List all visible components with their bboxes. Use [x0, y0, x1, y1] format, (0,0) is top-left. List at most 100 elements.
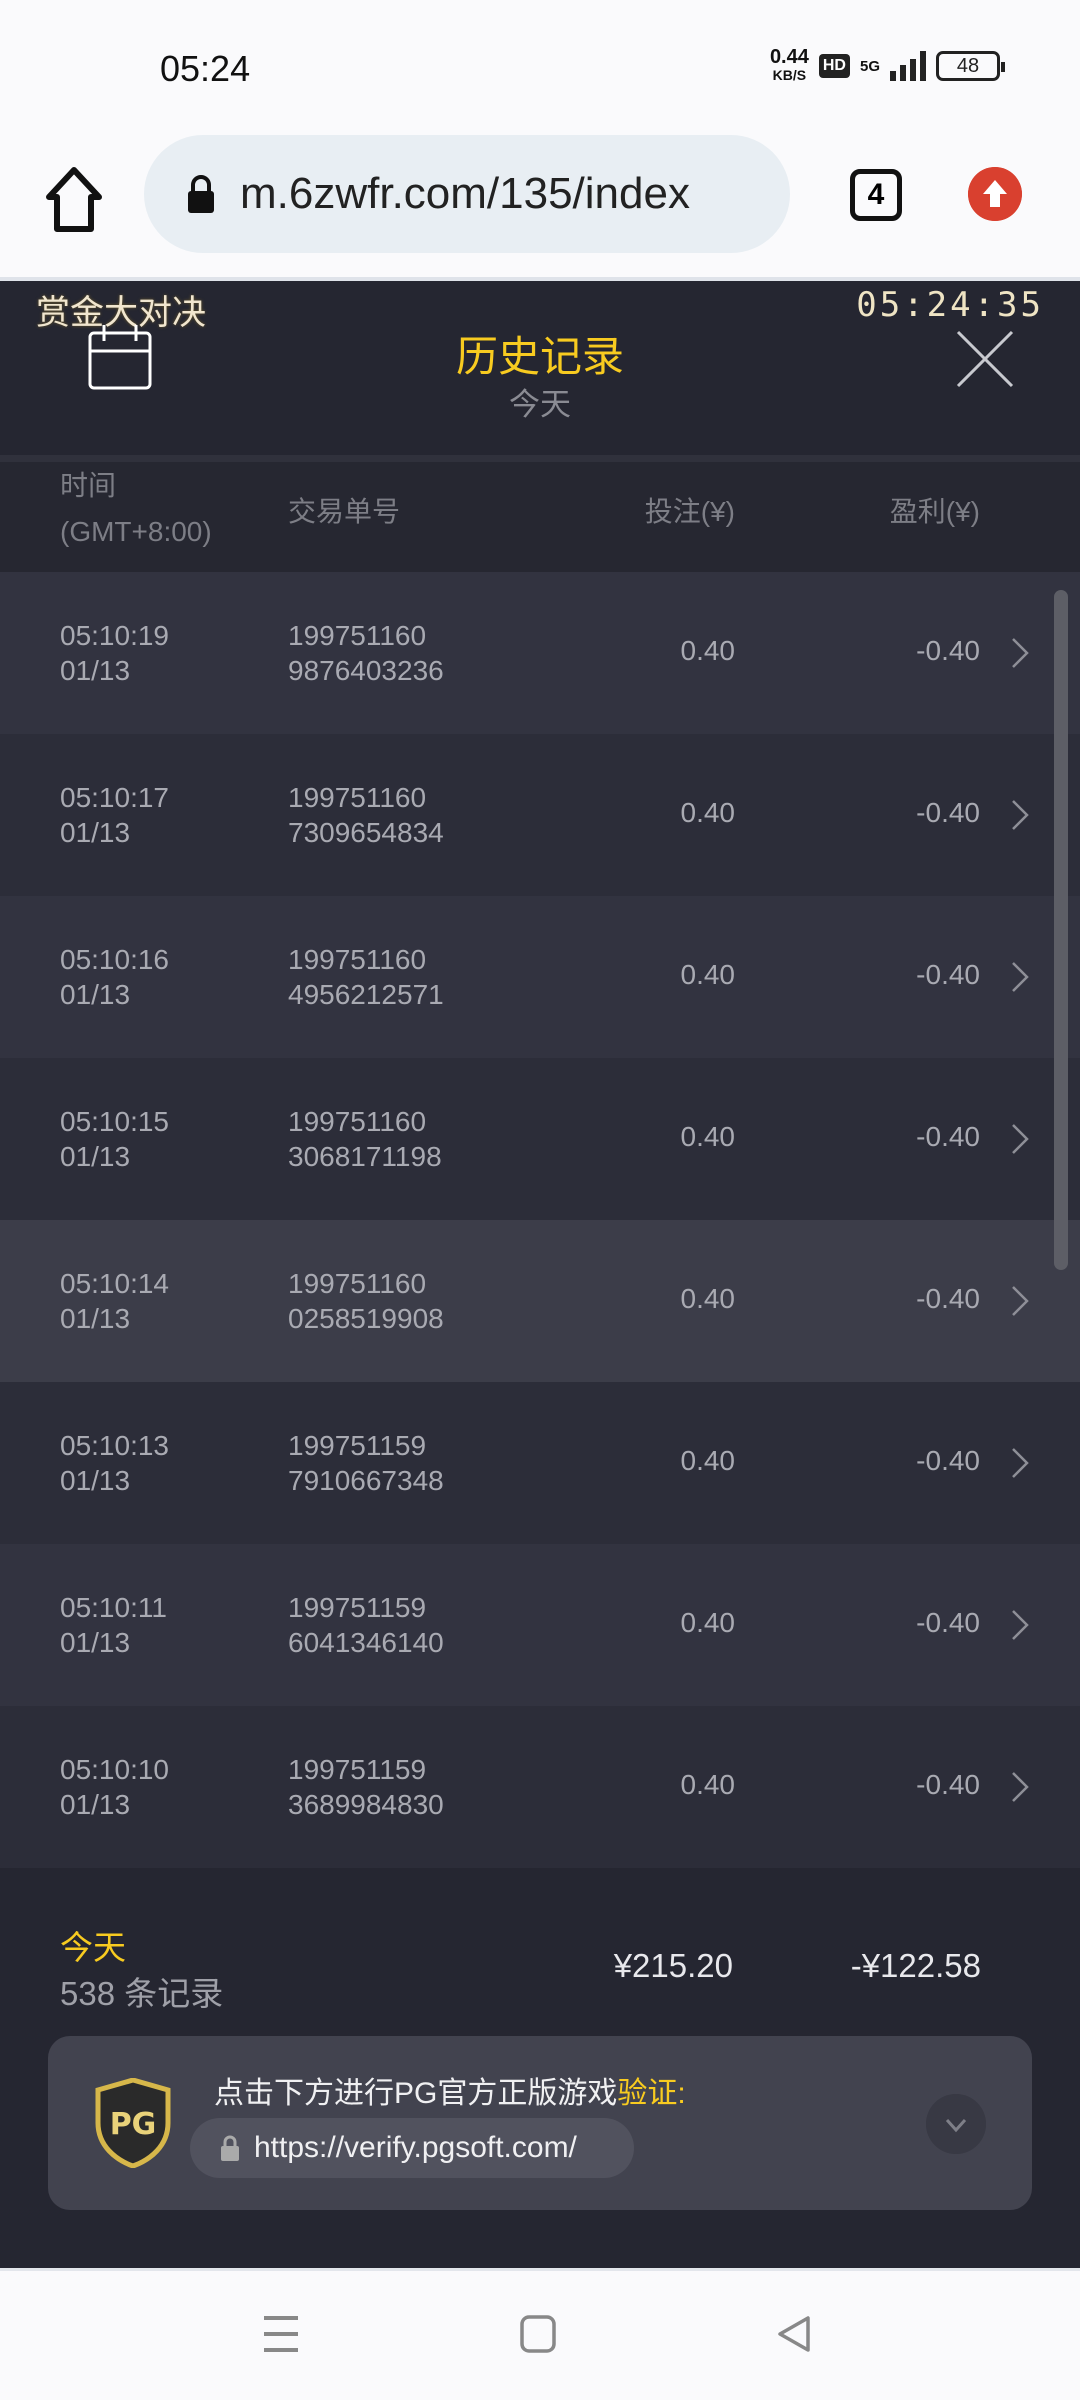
game-brand: 赏金大对决 — [36, 294, 206, 332]
row-profit: -0.40 — [916, 1121, 980, 1152]
row-time-value: 05:10:16 — [60, 944, 169, 975]
row-bet: 0.40 — [680, 1121, 736, 1152]
table-header: 时间 (GMT+8:00) 交易单号 投注(¥) 盈利(¥) — [0, 462, 1080, 572]
game-clock: 05:24:35 — [856, 285, 1044, 325]
table-row[interactable]: 05:10:14 01/13 199751160 0258519908 0.40 -0.4… — [0, 1220, 1080, 1382]
row-profit: -0.40 — [916, 1769, 980, 1800]
row-order-part2: 3689984830 — [288, 1789, 444, 1820]
row-profit: -0.40 — [916, 959, 980, 990]
divider — [0, 277, 1080, 281]
table-row[interactable]: 05:10:10 01/13 199751159 3689984830 0.40 -0.4… — [0, 1706, 1080, 1868]
battery-icon: 48 — [936, 51, 1005, 81]
row-order-part1: 199751160 — [288, 782, 427, 813]
close-icon[interactable] — [955, 329, 1015, 389]
row-order-part1: 199751159 — [288, 1430, 427, 1461]
lock-icon — [188, 175, 214, 213]
chevron-right-icon[interactable] — [1010, 1122, 1030, 1156]
row-order-part2: 0258519908 — [288, 1303, 444, 1334]
row-time-value: 05:10:10 — [60, 1754, 169, 1785]
records-list: 05:10:19 01/13 199751160 9876403236 0.40 -0.4… — [0, 572, 1080, 1868]
row-order-part2: 9876403236 — [288, 655, 444, 686]
row-bet: 0.40 — [680, 1283, 736, 1314]
col-bet: 投注(¥) — [644, 496, 735, 527]
row-order-part2: 7910667348 — [288, 1465, 444, 1496]
row-date: 01/13 — [60, 1465, 131, 1496]
verify-colon: : — [677, 2077, 686, 2110]
row-time-value: 05:10:17 — [60, 782, 169, 813]
summary-label: 今天 — [60, 1929, 126, 1966]
row-order: 199751160 0258519908 — [288, 1266, 444, 1336]
chevron-right-icon[interactable] — [1010, 1284, 1030, 1318]
row-bet: 0.40 — [680, 635, 736, 666]
row-time: 05:10:15 01/13 — [60, 1104, 169, 1174]
table-row[interactable]: 05:10:17 01/13 199751160 7309654834 0.40 -0.4… — [0, 734, 1080, 896]
row-order: 199751160 3068171198 — [288, 1104, 442, 1174]
row-order: 199751160 4956212571 — [288, 942, 444, 1012]
status-time: 05:24 — [160, 48, 251, 89]
expand-chevron-icon[interactable] — [926, 2094, 986, 2154]
network-type: 5G — [859, 57, 880, 75]
row-time-value: 05:10:11 — [60, 1592, 167, 1623]
network-speed: 0.44 KB/S — [770, 47, 809, 84]
row-order-part1: 199751159 — [288, 1754, 427, 1785]
chevron-right-icon[interactable] — [1010, 1770, 1030, 1804]
system-nav-bar — [0, 2268, 1080, 2400]
row-time: 05:10:16 01/13 — [60, 942, 169, 1012]
signal-icon — [890, 51, 926, 81]
back-icon[interactable] — [776, 2315, 812, 2353]
address-bar[interactable]: m.6zwfr.com/135/index — [144, 135, 790, 253]
row-order-part1: 199751160 — [288, 944, 427, 975]
row-time: 05:10:19 01/13 — [60, 618, 169, 688]
home-icon[interactable] — [44, 165, 104, 235]
row-bet: 0.40 — [680, 1769, 736, 1800]
table-row[interactable]: 05:10:13 01/13 199751159 7910667348 0.40 -0.4… — [0, 1382, 1080, 1544]
table-row[interactable]: 05:10:11 01/13 199751159 6041346140 0.40 -0.4… — [0, 1544, 1080, 1706]
total-bet: ¥215.20 — [613, 1947, 733, 1984]
menu-icon[interactable] — [262, 2315, 300, 2353]
chevron-right-icon[interactable] — [1010, 1608, 1030, 1642]
scrollbar[interactable] — [1054, 590, 1068, 1270]
calendar-icon[interactable] — [88, 323, 152, 391]
row-order-part1: 199751160 — [288, 1268, 427, 1299]
row-order: 199751160 9876403236 — [288, 618, 444, 688]
row-order-part1: 199751159 — [288, 1592, 427, 1623]
row-order: 199751160 7309654834 — [288, 780, 444, 850]
row-profit: -0.40 — [916, 1607, 980, 1638]
update-arrow-icon[interactable] — [968, 167, 1022, 221]
browser-toolbar: m.6zwfr.com/135/index 4 — [0, 135, 1080, 277]
url-text[interactable]: m.6zwfr.com/135/index — [240, 169, 690, 218]
verify-text: 点击下方进行PG官方正版游戏验证: — [214, 2068, 686, 2112]
verify-link[interactable]: https://verify.pgsoft.com/ — [190, 2118, 634, 2178]
home-nav-icon[interactable] — [520, 2315, 556, 2353]
row-time-value: 05:10:15 — [60, 1106, 169, 1137]
row-profit: -0.40 — [916, 1283, 980, 1314]
row-bet: 0.40 — [680, 1607, 736, 1638]
row-time-value: 05:10:14 — [60, 1268, 169, 1299]
row-order-part2: 7309654834 — [288, 817, 444, 848]
table-row[interactable]: 05:10:16 01/13 199751160 4956212571 0.40 -0.4… — [0, 896, 1080, 1058]
chevron-right-icon[interactable] — [1010, 1446, 1030, 1480]
row-order-part2: 6041346140 — [288, 1627, 444, 1658]
row-bet: 0.40 — [680, 797, 736, 828]
table-row[interactable]: 05:10:15 01/13 199751160 3068171198 0.40 -0.4… — [0, 1058, 1080, 1220]
row-order-part2: 3068171198 — [288, 1141, 442, 1172]
table-row[interactable]: 05:10:19 01/13 199751160 9876403236 0.40 -0.4… — [0, 572, 1080, 734]
verify-card: PG 点击下方进行PG官方正版游戏验证: https://verify.pgso… — [48, 2036, 1032, 2210]
date-filter-label: 今天 — [509, 387, 571, 422]
row-time: 05:10:10 01/13 — [60, 1752, 169, 1822]
svg-text:PG: PG — [110, 2107, 157, 2142]
page-title: 历史记录 — [455, 333, 624, 380]
chevron-right-icon[interactable] — [1010, 636, 1030, 670]
row-order: 199751159 6041346140 — [288, 1590, 444, 1660]
row-time: 05:10:17 01/13 — [60, 780, 169, 850]
row-time: 05:10:14 01/13 — [60, 1266, 169, 1336]
row-order-part1: 199751160 — [288, 620, 427, 651]
chevron-right-icon[interactable] — [1010, 960, 1030, 994]
row-profit: -0.40 — [916, 797, 980, 828]
row-profit: -0.40 — [916, 635, 980, 666]
verify-url[interactable]: https://verify.pgsoft.com/ — [254, 2131, 577, 2164]
speed-unit: KB/S — [772, 67, 807, 83]
col-timezone: (GMT+8:00) — [60, 516, 212, 547]
chevron-right-icon[interactable] — [1010, 798, 1030, 832]
tab-switcher-button[interactable]: 4 — [850, 169, 902, 221]
